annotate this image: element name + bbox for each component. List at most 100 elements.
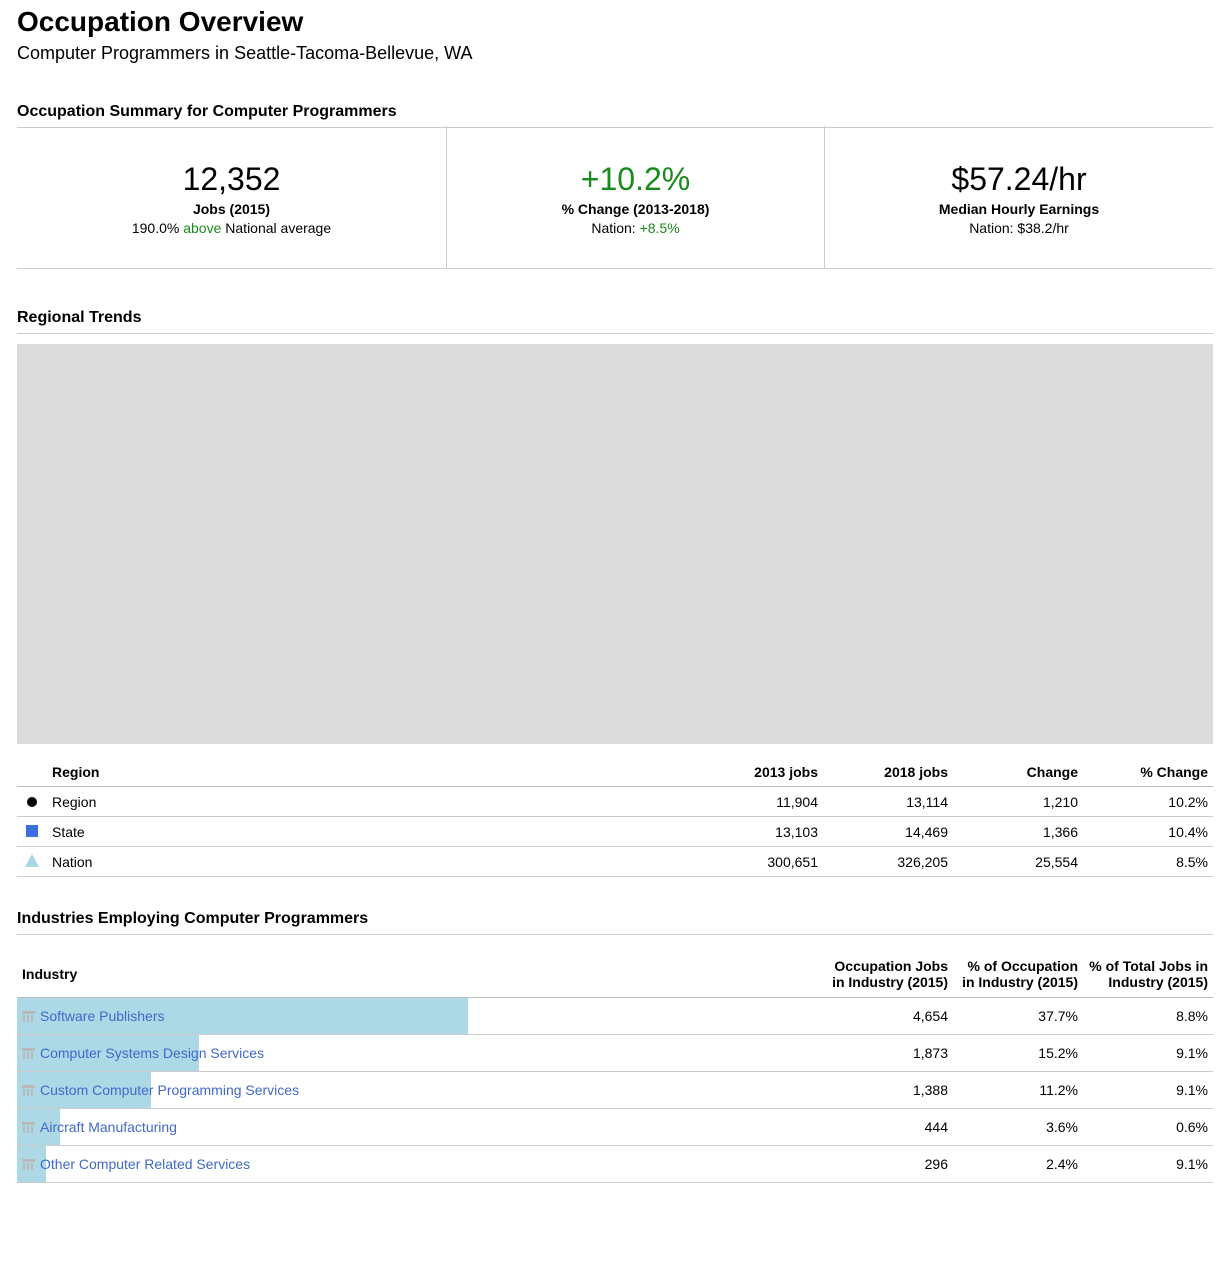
share-bar [17, 998, 468, 1034]
pct-occupation: 2.4% [953, 1145, 1083, 1183]
pct-total-jobs: 9.1% [1083, 1034, 1213, 1072]
building-icon [22, 1158, 35, 1170]
jobs-2013: 13,103 [693, 816, 823, 847]
industry-cell: Aircraft Manufacturing [17, 1108, 823, 1146]
jobs-2018: 14,469 [823, 816, 953, 847]
jobs-2018: 326,205 [823, 846, 953, 877]
industries-section-title: Industries Employing Computer Programmer… [17, 909, 1213, 935]
earnings-nation: Nation: $38.2/hr [969, 220, 1069, 236]
col-region: Region [47, 752, 693, 787]
pct-total-jobs: 0.6% [1083, 1108, 1213, 1146]
page-subtitle: Computer Programmers in Seattle-Tacoma-B… [17, 43, 473, 63]
marker-cell [17, 846, 47, 877]
earnings-label: Median Hourly Earnings [938, 201, 1100, 217]
occupation-jobs: 4,654 [823, 997, 953, 1035]
change-nation-value: +8.5% [639, 220, 680, 236]
earnings-value: $57.24/hr [951, 161, 1087, 197]
table-row: Aircraft Manufacturing 444 3.6% 0.6% [17, 1108, 1213, 1146]
industry-name-wrap: Aircraft Manufacturing [17, 1119, 823, 1135]
industry-cell: Other Computer Related Services [17, 1145, 823, 1183]
jobs-card: 12,352 Jobs (2015) 190.0% above National… [17, 126, 446, 268]
change-nation-prefix: Nation: [591, 220, 640, 236]
jobs-comparison-direction: above [183, 220, 222, 236]
share-bar [17, 1072, 151, 1108]
pct-occupation: 11.2% [953, 1071, 1083, 1109]
region-name: Nation [47, 846, 693, 877]
industry-cell: Custom Computer Programming Services [17, 1071, 823, 1109]
square-marker-icon [26, 824, 38, 837]
region-name: State [47, 816, 693, 847]
col-industry: Industry [17, 950, 823, 998]
col-2018-jobs: 2018 jobs [823, 752, 953, 787]
col-pct-change: % Change [1083, 752, 1213, 787]
circle-marker-icon [27, 796, 37, 807]
earnings-card: $57.24/hr Median Hourly Earnings Nation:… [824, 126, 1213, 268]
trends-section-title: Regional Trends [17, 308, 1213, 334]
industry-link[interactable]: Aircraft Manufacturing [40, 1119, 177, 1135]
table-header-row: Industry Occupation Jobs in Industry (20… [17, 950, 1213, 998]
share-bar [17, 1035, 199, 1071]
pct-total-jobs: 9.1% [1083, 1145, 1213, 1183]
marker-cell [17, 816, 47, 847]
jobs-change: 25,554 [953, 846, 1083, 877]
industry-link[interactable]: Other Computer Related Services [40, 1156, 251, 1172]
industry-cell: Computer Systems Design Services [17, 1034, 823, 1072]
regional-trends-chart-placeholder [17, 344, 1213, 744]
jobs-2013: 11,904 [693, 786, 823, 817]
col-pct-occupation: % of Occupation in Industry (2015) [953, 950, 1083, 998]
page-title: Occupation Overview [17, 6, 304, 37]
jobs-value: 12,352 [182, 161, 281, 197]
industry-link[interactable]: Computer Systems Design Services [40, 1045, 265, 1061]
table-row: Other Computer Related Services 296 2.4%… [17, 1145, 1213, 1183]
table-row: Computer Systems Design Services 1,873 1… [17, 1034, 1213, 1072]
change-value: +10.2% [580, 161, 691, 197]
jobs-pct-change: 10.2% [1083, 786, 1213, 817]
building-icon [22, 1084, 35, 1096]
pct-total-jobs: 8.8% [1083, 997, 1213, 1035]
jobs-change: 1,210 [953, 786, 1083, 817]
occupation-jobs: 296 [823, 1145, 953, 1183]
summary-cards: 12,352 Jobs (2015) 190.0% above National… [17, 126, 1213, 269]
industry-name-wrap: Computer Systems Design Services [17, 1045, 823, 1061]
table-row: Nation 300,651 326,205 25,554 8.5% [17, 846, 1213, 877]
jobs-change: 1,366 [953, 816, 1083, 847]
marker-cell [17, 786, 47, 817]
pct-occupation: 15.2% [953, 1034, 1083, 1072]
col-pct-total-jobs: % of Total Jobs in Industry (2015) [1083, 950, 1213, 998]
change-label: % Change (2013-2018) [561, 201, 710, 217]
industry-cell: Software Publishers [17, 997, 823, 1035]
building-icon [22, 1047, 35, 1059]
marker-header [17, 752, 47, 787]
industry-link[interactable]: Software Publishers [40, 1008, 165, 1024]
building-icon [22, 1121, 35, 1133]
region-name: Region [47, 786, 693, 817]
jobs-2018: 13,114 [823, 786, 953, 817]
table-row: Region 11,904 13,114 1,210 10.2% [17, 786, 1213, 817]
table-row: Software Publishers 4,654 37.7% 8.8% [17, 997, 1213, 1035]
occupation-jobs: 1,388 [823, 1071, 953, 1109]
jobs-comparison: 190.0% above National average [17, 219, 446, 237]
table-header-row: Region 2013 jobs 2018 jobs Change % Chan… [17, 752, 1213, 787]
triangle-marker-icon [25, 853, 39, 867]
occupation-jobs: 444 [823, 1108, 953, 1146]
change-nation: Nation: +8.5% [447, 219, 824, 237]
table-row: State 13,103 14,469 1,366 10.4% [17, 816, 1213, 847]
change-card: +10.2% % Change (2013-2018) Nation: +8.5… [446, 126, 824, 268]
col-change: Change [953, 752, 1083, 787]
industries-table: Industry Occupation Jobs in Industry (20… [17, 950, 1213, 1183]
col-occupation-jobs: Occupation Jobs in Industry (2015) [823, 950, 953, 998]
regional-trends-table: Region 2013 jobs 2018 jobs Change % Chan… [17, 752, 1213, 877]
industry-name-wrap: Software Publishers [17, 1008, 823, 1024]
table-row: Custom Computer Programming Services 1,3… [17, 1071, 1213, 1109]
industry-name-wrap: Custom Computer Programming Services [17, 1082, 823, 1098]
occupation-jobs: 1,873 [823, 1034, 953, 1072]
jobs-2013: 300,651 [693, 846, 823, 877]
pct-total-jobs: 9.1% [1083, 1071, 1213, 1109]
jobs-comparison-suffix: National average [221, 220, 332, 236]
building-icon [22, 1010, 35, 1022]
industry-link[interactable]: Custom Computer Programming Services [40, 1082, 300, 1098]
pct-occupation: 37.7% [953, 997, 1083, 1035]
summary-section-title: Occupation Summary for Computer Programm… [17, 102, 1213, 128]
industry-name-wrap: Other Computer Related Services [17, 1156, 823, 1172]
pct-occupation: 3.6% [953, 1108, 1083, 1146]
